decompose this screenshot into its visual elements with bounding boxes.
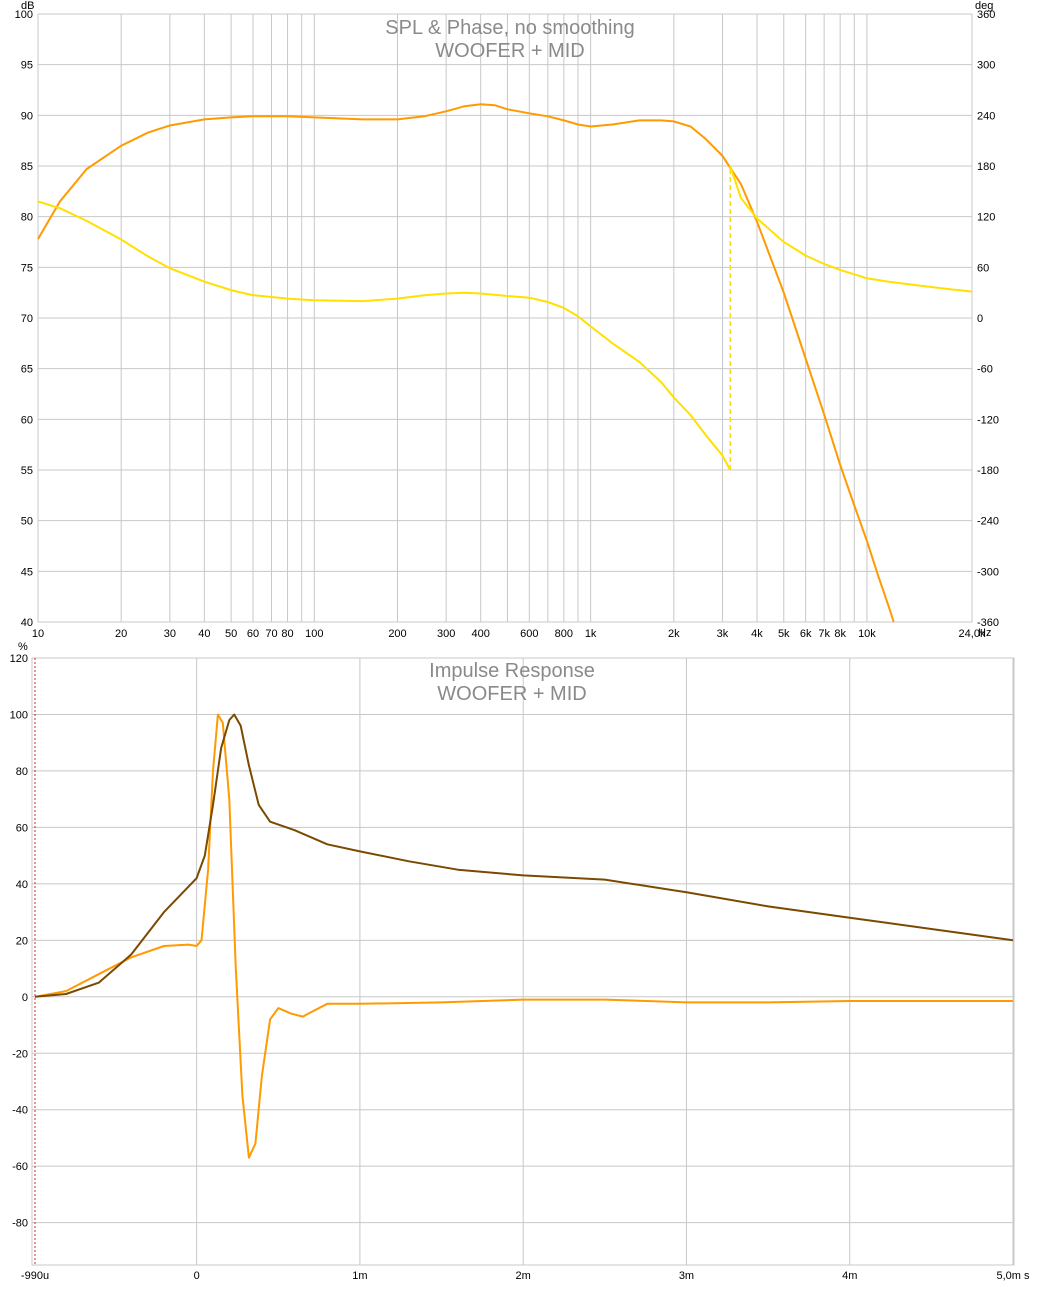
x-tick-label: 20 xyxy=(115,628,127,640)
grid xyxy=(32,657,1014,1265)
impulse-curve[interactable] xyxy=(34,713,1013,1159)
chart-subtitle: WOOFER + MID xyxy=(435,40,584,62)
x-tick-label: 5k xyxy=(778,628,790,640)
y2-tick-label: -180 xyxy=(977,465,999,477)
y-tick-label: 80 xyxy=(21,212,33,224)
series-layer xyxy=(34,713,1014,1159)
x-tick-label: 30 xyxy=(164,628,176,640)
x-tick-label: 8k xyxy=(834,628,846,640)
x-tick-label: 40 xyxy=(198,628,210,640)
y2-tick-labels: 360 300 240 180 120 60 0 -60 -120 -180 -240 -300 -36… xyxy=(977,9,999,629)
x-tick-label: 4k xyxy=(751,628,763,640)
x-tick-label: 7k xyxy=(818,628,830,640)
x-tick-label: 5,0m s xyxy=(996,1270,1030,1282)
x-tick-label: 2k xyxy=(668,628,680,640)
y-tick-label: 40 xyxy=(16,879,28,891)
phase-curve[interactable] xyxy=(729,165,973,293)
x-tick-label: 3k xyxy=(717,628,729,640)
chart-title: SPL & Phase, no smoothing xyxy=(385,17,634,39)
y-tick-label: 95 xyxy=(21,60,33,72)
y-tick-label: 70 xyxy=(21,313,33,325)
x-tick-label: 600 xyxy=(520,628,538,640)
x-tick-label: 1m xyxy=(352,1270,367,1282)
y-tick-label: 45 xyxy=(21,566,33,578)
x-tick-labels: -990u 0 1m 2m 3m 4m 5,0m s xyxy=(21,1270,1030,1282)
grid xyxy=(37,13,973,623)
x-tick-label: 1k xyxy=(585,628,597,640)
y2-tick-label: -60 xyxy=(977,364,993,376)
y-tick-label: -60 xyxy=(12,1161,28,1173)
y2-tick-label: -120 xyxy=(977,414,999,426)
chart-subtitle: WOOFER + MID xyxy=(437,683,586,705)
x-tick-labels: 10 20 30 40 50 60 70 80 100 200 300 400 600 800 1k 2k 3k… xyxy=(32,628,986,640)
x-tick-label: 3m xyxy=(679,1270,694,1282)
y-tick-label: 65 xyxy=(21,364,33,376)
x-tick-label: 6k xyxy=(800,628,812,640)
y-tick-label: -80 xyxy=(12,1218,28,1230)
y-tick-label: 0 xyxy=(22,992,28,1004)
y-tick-label: 75 xyxy=(21,262,33,274)
y-tick-label: 80 xyxy=(16,766,28,778)
y-tick-label: 100 xyxy=(15,9,33,21)
x-tick-label: 0 xyxy=(194,1270,200,1282)
x-tick-label: 60 xyxy=(247,628,259,640)
x-tick-label: 50 xyxy=(225,628,237,640)
x-tick-label: 400 xyxy=(471,628,489,640)
y-tick-label: 40 xyxy=(21,617,33,629)
y-tick-label: 55 xyxy=(21,465,33,477)
y-tick-label: 90 xyxy=(21,110,33,122)
y-tick-label: -40 xyxy=(12,1105,28,1117)
y-tick-label: 60 xyxy=(21,414,33,426)
y2-tick-label: 0 xyxy=(977,313,983,325)
y2-tick-label: 60 xyxy=(977,262,989,274)
y2-tick-label: 240 xyxy=(977,110,995,122)
y2-tick-label: 180 xyxy=(977,161,995,173)
impulse-chart: 120 100 80 60 40 20 0 -20 -40 -60 -80 -990u 0 1m 2m 3m… xyxy=(10,641,1030,1282)
right-axis-unit: deg xyxy=(975,0,993,12)
series-layer xyxy=(37,103,973,623)
y2-tick-label: -240 xyxy=(977,516,999,528)
envelope-curve[interactable] xyxy=(34,713,1014,998)
y2-tick-label: 360 xyxy=(977,9,995,21)
spl-curve[interactable] xyxy=(37,103,895,623)
chart-title: Impulse Response xyxy=(429,660,595,682)
left-axis-unit: dB xyxy=(21,0,34,12)
y-tick-label: 85 xyxy=(21,161,33,173)
y-tick-label: 20 xyxy=(16,935,28,947)
x-tick-label: 300 xyxy=(437,628,455,640)
y-tick-label: 120 xyxy=(10,653,28,665)
x-tick-label: 10k xyxy=(858,628,876,640)
y-tick-label: 100 xyxy=(10,709,28,721)
y-tick-labels: 100 95 90 85 80 75 70 65 60 55 50 45 40 xyxy=(15,9,33,629)
x-tick-label: 10 xyxy=(32,628,44,640)
x-tick-label: 24,0k xyxy=(959,628,986,640)
y-tick-label: -20 xyxy=(12,1048,28,1060)
x-tick-label: 70 xyxy=(265,628,277,640)
x-tick-label: 100 xyxy=(305,628,323,640)
x-tick-label: 2m xyxy=(516,1270,531,1282)
x-tick-label: 4m xyxy=(842,1270,857,1282)
y-tick-label: 50 xyxy=(21,516,33,528)
x-tick-label: 800 xyxy=(555,628,573,640)
x-tick-label: -990u xyxy=(21,1270,49,1282)
x-axis-unit: Hz xyxy=(978,627,991,639)
x-tick-label: 80 xyxy=(281,628,293,640)
x-tick-label: 200 xyxy=(388,628,406,640)
y-tick-label: 60 xyxy=(16,822,28,834)
y-tick-labels: 120 100 80 60 40 20 0 -20 -40 -60 -80 xyxy=(10,653,28,1230)
y2-tick-label: 300 xyxy=(977,60,995,72)
y2-tick-label: 120 xyxy=(977,212,995,224)
left-axis-unit: % xyxy=(18,641,28,653)
y2-tick-label: -360 xyxy=(977,617,999,629)
y2-tick-label: -300 xyxy=(977,566,999,578)
phase-curve[interactable] xyxy=(37,200,732,471)
